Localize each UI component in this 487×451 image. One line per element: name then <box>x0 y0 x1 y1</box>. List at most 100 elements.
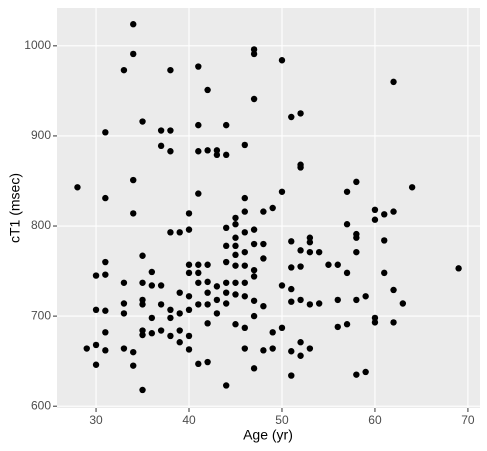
x-axis-title: Age (yr) <box>243 427 293 443</box>
y-tick-label: 700 <box>31 308 51 322</box>
point <box>297 263 304 270</box>
panel <box>57 8 480 408</box>
point <box>157 301 165 308</box>
point <box>195 63 202 70</box>
point <box>120 66 128 74</box>
point <box>92 341 100 349</box>
point <box>223 289 230 296</box>
point <box>185 261 193 268</box>
point <box>167 148 174 155</box>
point <box>148 314 156 322</box>
point <box>260 208 267 215</box>
point <box>195 301 202 308</box>
point <box>204 289 211 296</box>
point <box>232 321 239 328</box>
point <box>390 319 397 326</box>
point <box>83 345 90 352</box>
x-tick-label: 40 <box>182 413 196 427</box>
point <box>362 368 369 376</box>
point <box>455 265 462 272</box>
point <box>92 306 100 314</box>
point <box>260 240 267 248</box>
point <box>297 296 304 304</box>
point <box>204 358 211 366</box>
point <box>176 229 183 236</box>
point <box>223 224 230 232</box>
point <box>390 78 397 86</box>
x-tick-label: 70 <box>461 413 475 427</box>
point <box>390 286 397 294</box>
point <box>381 237 388 244</box>
point <box>176 310 183 317</box>
point <box>167 314 174 322</box>
point <box>157 282 165 289</box>
point <box>381 211 388 218</box>
point <box>241 229 248 236</box>
point <box>334 261 341 268</box>
point <box>371 216 379 223</box>
point <box>288 348 295 355</box>
point <box>223 382 230 389</box>
x-tick-label: 30 <box>89 413 103 427</box>
point <box>297 110 304 117</box>
point <box>195 269 202 277</box>
point <box>353 296 360 304</box>
point <box>353 178 360 186</box>
point <box>223 258 230 266</box>
point <box>130 348 137 356</box>
point <box>223 121 230 129</box>
y-tick-label: 1000 <box>24 38 51 52</box>
point <box>176 289 183 296</box>
point <box>241 324 248 332</box>
point <box>353 234 360 241</box>
point <box>176 327 183 334</box>
point <box>241 293 248 300</box>
point <box>241 248 248 256</box>
point <box>102 271 109 278</box>
point <box>390 208 397 215</box>
point <box>223 242 230 250</box>
point <box>399 300 407 307</box>
point <box>297 164 304 171</box>
point <box>232 279 239 286</box>
point <box>232 234 239 241</box>
point <box>250 312 258 320</box>
point <box>278 188 286 195</box>
point <box>250 266 258 274</box>
point <box>306 301 314 308</box>
point <box>353 371 360 378</box>
point <box>130 176 137 184</box>
point <box>343 221 351 228</box>
point <box>278 282 286 289</box>
point <box>250 240 258 248</box>
point <box>260 302 267 310</box>
point <box>185 293 193 300</box>
point <box>195 279 202 286</box>
y-tick-label: 600 <box>31 398 51 412</box>
point <box>288 238 295 245</box>
point <box>288 264 295 271</box>
point <box>232 262 239 269</box>
point <box>241 194 248 202</box>
point <box>167 66 174 74</box>
point <box>195 121 202 129</box>
point <box>204 147 211 154</box>
point <box>204 261 211 268</box>
point <box>204 86 211 94</box>
point <box>102 258 109 266</box>
point <box>139 327 146 334</box>
point <box>306 234 314 241</box>
x-tick-label: 50 <box>275 413 289 427</box>
point <box>213 283 221 290</box>
point <box>371 206 379 214</box>
point <box>102 307 109 314</box>
point <box>241 345 248 352</box>
point <box>130 210 137 217</box>
point <box>148 282 156 289</box>
point <box>250 273 258 280</box>
y-axis-title: cT1 (msec) <box>7 173 23 243</box>
point <box>241 208 248 215</box>
point <box>269 345 276 352</box>
point <box>92 272 100 279</box>
